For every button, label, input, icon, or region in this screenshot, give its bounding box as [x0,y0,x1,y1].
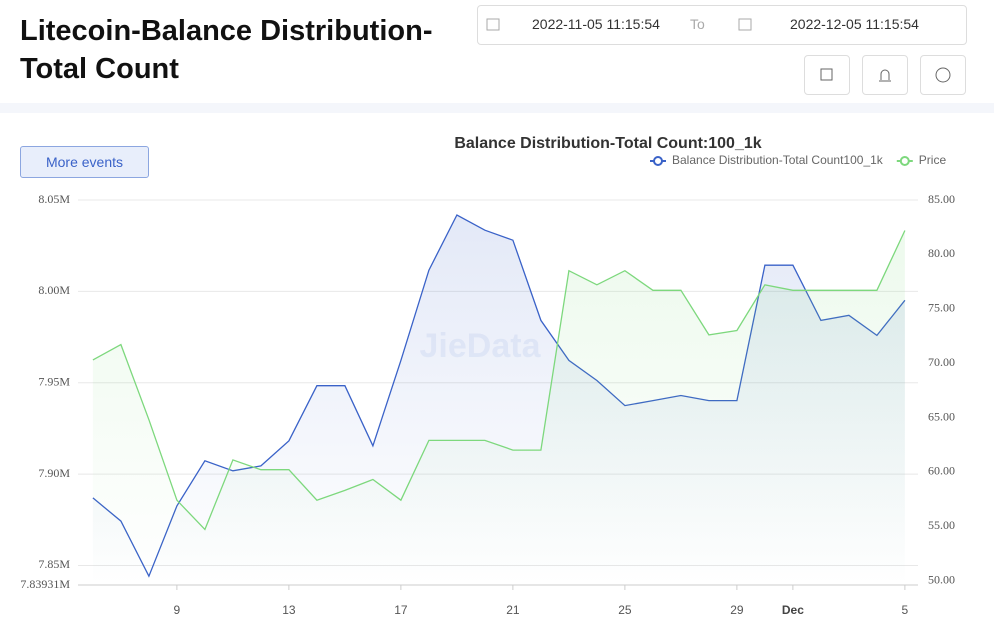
alert-button[interactable] [862,55,908,95]
series-line [92,214,906,578]
series-area [92,230,905,585]
y2-tick-label: 65.00 [928,409,955,423]
y-tick-label: 8.00M [38,283,70,297]
series-area [92,215,905,585]
share-button[interactable] [804,55,850,95]
share-icon [820,68,833,81]
x-tick-label: 17 [394,603,408,617]
series-line [92,230,906,531]
chart-title: Balance Distribution-Total Count:100_1k [454,135,761,152]
date-from[interactable]: 2022-11-05 11:15:54 [532,16,660,32]
y2-tick-label: 55.00 [928,518,955,532]
y2-tick-label: 70.00 [928,355,955,369]
legend-label: Balance Distribution-Total Count100_1k [672,153,884,167]
date-separator: To [690,16,705,32]
y-tick-label: 7.90M [38,466,70,480]
next-button[interactable] [920,55,966,95]
y2-tick-label: 60.00 [928,464,955,478]
y2-tick-label: 80.00 [928,246,955,260]
y2-tick-label: 50.00 [928,572,955,586]
separator [0,103,994,113]
more-events-button[interactable]: More events [20,146,149,178]
legend-marker [653,156,663,166]
y-tick-label: 7.95M [38,374,70,388]
x-tick-label: 5 [902,603,909,617]
x-tick-label: Dec [782,603,804,617]
y2-tick-label: 75.00 [928,301,955,315]
legend-label: Price [919,153,947,167]
x-tick-label: 25 [618,603,632,617]
x-tick-label: 13 [282,603,296,617]
calendar-icon [738,18,752,31]
watermark: JieData [420,327,542,365]
y2-tick-label: 85.00 [928,192,955,206]
alert-icon [879,69,891,82]
y-tick-label: 7.83931M [20,577,70,591]
x-tick-label: 29 [730,603,744,617]
y-tick-label: 7.85M [38,557,70,571]
x-tick-label: 21 [506,603,520,617]
page-title: Litecoin-Balance Distribution-Total Coun… [20,15,433,85]
y-tick-label: 8.05M [38,192,70,206]
next-icon [935,67,951,83]
legend-marker [899,156,910,166]
x-tick-label: 9 [174,603,181,617]
date-range[interactable]: 2022-11-05 11:15:54 To 2022-12-05 11:15:… [477,5,967,45]
date-to[interactable]: 2022-12-05 11:15:54 [790,16,919,32]
calendar-icon [486,18,500,31]
